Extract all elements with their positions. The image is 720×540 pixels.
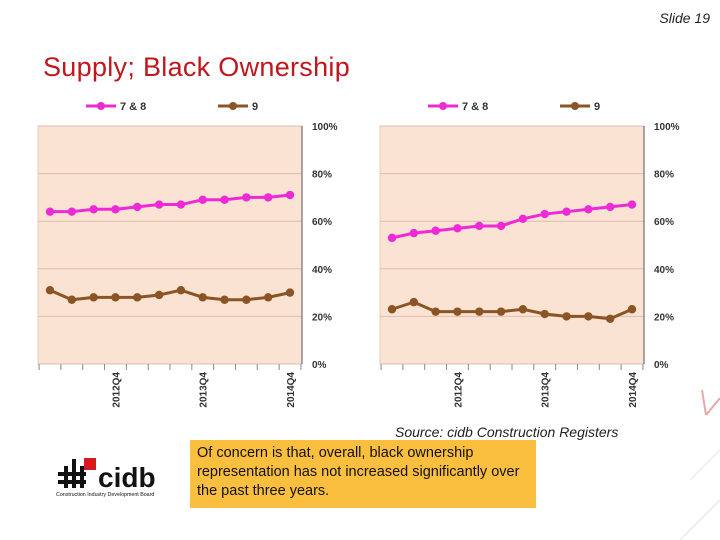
y-tick-label: 100%	[312, 122, 338, 133]
data-point	[387, 305, 397, 314]
data-point	[133, 202, 142, 212]
y-tick-label: 0%	[312, 360, 327, 371]
legend-marker-0	[97, 102, 105, 110]
data-point	[431, 307, 440, 316]
legend-label-0: 7 & 8	[120, 101, 146, 113]
data-point	[475, 307, 484, 316]
y-tick-label: 60%	[312, 217, 332, 228]
y-tick-label: 20%	[312, 312, 332, 323]
ownership-chart-right: 100% 80% 60% 40% 20% 0% 2012Q4 2013Q4 2014Q4 7 & …	[379, 101, 680, 408]
ownership-chart-left: 100% 80% 60% 40% 20% 0% 2012Q4 2013Q4 2014Q4 7 & …	[37, 101, 338, 408]
data-point	[111, 293, 120, 302]
data-point	[496, 307, 506, 316]
x-tick-label: 2014Q4	[628, 372, 639, 408]
data-point	[584, 312, 593, 321]
data-point	[627, 305, 637, 314]
data-point	[496, 221, 506, 231]
x-tick-label: 2013Q4	[541, 372, 552, 408]
data-point	[518, 305, 528, 314]
data-point	[453, 224, 462, 233]
data-point	[67, 295, 77, 304]
y-tick-label: 60%	[654, 217, 674, 228]
data-point	[627, 200, 637, 209]
logo-subtitle: Construction Industry Development Board	[56, 492, 154, 498]
legend-label-1: 9	[252, 101, 258, 113]
data-point	[154, 290, 164, 300]
legend-marker-1	[229, 102, 237, 110]
data-point	[45, 207, 55, 216]
data-point	[431, 226, 440, 235]
legend-marker-0	[439, 102, 447, 110]
data-point	[409, 297, 419, 307]
data-point	[387, 233, 397, 243]
data-point	[540, 309, 549, 319]
legend-label-1: 9	[594, 101, 600, 113]
data-point	[198, 293, 207, 302]
data-point	[67, 207, 77, 216]
x-tick-label: 2014Q4	[286, 372, 297, 408]
data-point	[154, 200, 164, 209]
data-point	[176, 286, 186, 295]
plot-area	[37, 125, 303, 365]
x-tick-label: 2013Q4	[199, 372, 210, 408]
x-tick-label: 2012Q4	[453, 372, 464, 408]
source-caption: Source: cidb Construction Registers	[395, 424, 619, 440]
data-point	[220, 295, 229, 304]
data-point	[220, 195, 229, 204]
data-point	[584, 205, 593, 214]
data-point	[198, 195, 207, 204]
y-tick-label: 80%	[312, 170, 332, 181]
decorative-lines	[680, 389, 720, 540]
x-tick-label: 2012Q4	[111, 372, 122, 408]
y-tick-label: 20%	[654, 312, 674, 323]
data-point	[133, 293, 142, 302]
logo-wordmark: cidb	[98, 462, 156, 493]
data-point	[285, 288, 295, 297]
plot-area	[379, 125, 645, 365]
data-point	[605, 314, 615, 323]
data-point	[453, 307, 462, 316]
data-point	[562, 312, 571, 321]
data-point	[111, 205, 120, 214]
cidb-logo: cidb Construction Industry Development B…	[54, 454, 178, 500]
data-point	[475, 221, 484, 231]
legend-label-0: 7 & 8	[462, 101, 488, 113]
data-point	[242, 295, 251, 304]
y-tick-label: 40%	[312, 265, 332, 276]
data-point	[263, 193, 273, 202]
data-point	[409, 228, 419, 238]
data-point	[176, 200, 186, 209]
y-tick-label: 0%	[654, 360, 669, 371]
data-point	[540, 209, 549, 219]
y-tick-label: 80%	[654, 170, 674, 181]
data-point	[89, 293, 98, 302]
data-point	[562, 207, 571, 216]
y-tick-label: 40%	[654, 265, 674, 276]
y-tick-label: 100%	[654, 122, 680, 133]
data-point	[263, 293, 273, 302]
slide-number: Slide 19	[659, 10, 710, 26]
data-point	[285, 190, 295, 200]
concern-note: Of concern is that, overall, black owner…	[190, 440, 536, 508]
page-title: Supply; Black Ownership	[43, 52, 351, 82]
data-point	[605, 202, 615, 212]
data-point	[45, 286, 55, 295]
legend-marker-1	[571, 102, 579, 110]
data-point	[242, 193, 251, 202]
data-point	[518, 214, 528, 224]
data-point	[89, 205, 98, 214]
cidb-logo-icon: cidb Construction Industry Development B…	[56, 458, 156, 498]
